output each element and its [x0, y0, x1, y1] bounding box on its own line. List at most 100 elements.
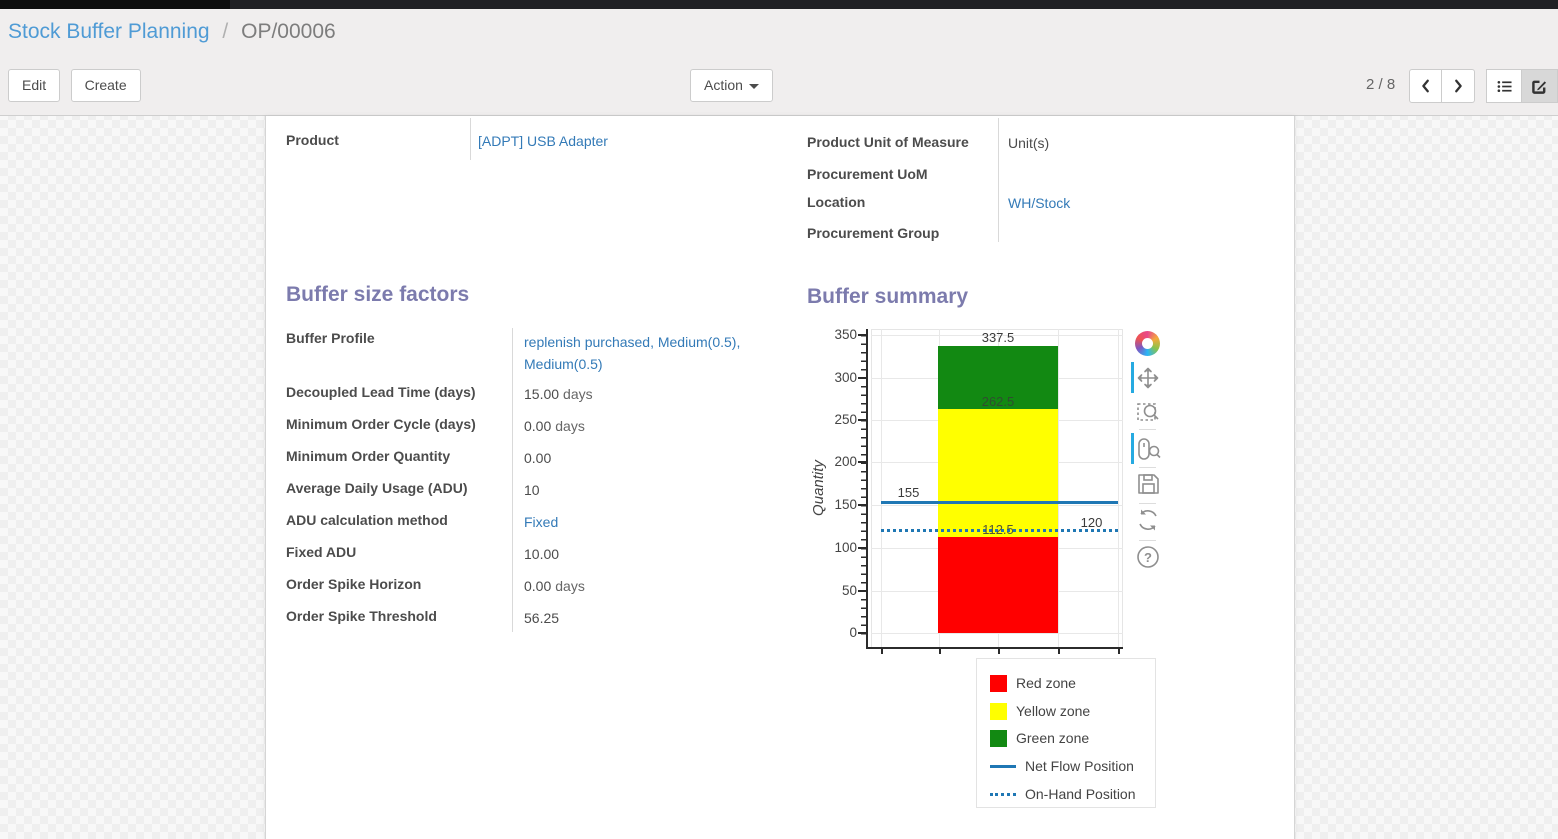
min-order-cycle-value: 0.00 days — [524, 418, 585, 434]
bokeh-logo-icon[interactable] — [1135, 331, 1160, 356]
y-major-tick — [858, 334, 866, 336]
decoupled-lead-time-suffix: days — [563, 386, 593, 402]
action-dropdown-button[interactable]: Action — [690, 69, 773, 102]
product-link[interactable]: [ADPT] USB Adapter — [478, 133, 608, 149]
order-spike-threshold-value: 56.25 — [524, 610, 560, 626]
y-tick-150: 150 — [834, 497, 857, 512]
adu-value: 10 — [524, 482, 540, 498]
y-major-tick — [858, 377, 866, 379]
h-gridline — [871, 335, 1123, 336]
y-axis-line — [866, 329, 868, 649]
wheel-zoom-tool-button[interactable] — [1135, 436, 1161, 462]
pager-next-button[interactable] — [1442, 69, 1475, 103]
view-switcher — [1486, 69, 1558, 103]
h-gridline — [871, 633, 1123, 634]
wheel-zoom-icon — [1138, 438, 1161, 460]
form-sheet: My Company Product [ADPT] USB Adapter Pr… — [265, 116, 1295, 839]
order-spike-horizon-number: 0.00 — [524, 578, 552, 594]
reset-tool-button[interactable] — [1135, 507, 1161, 533]
y-major-tick — [858, 547, 866, 549]
y-major-tick — [858, 461, 866, 463]
breadcrumb-parent-link[interactable]: Stock Buffer Planning — [8, 20, 210, 43]
buffer-size-factors-title: Buffer size factors — [286, 283, 470, 306]
y-tick-100: 100 — [834, 540, 857, 555]
toolbar-separator — [1139, 503, 1156, 504]
legend-item-red-zone: Red zone — [990, 673, 1076, 693]
min-order-cycle-label: Minimum Order Cycle (days) — [286, 416, 476, 432]
chart-y-axis-label: Quantity — [810, 460, 827, 516]
on-hand-position-line — [881, 529, 1118, 532]
y-tick-200: 200 — [834, 454, 857, 469]
help-tool-button[interactable]: ? — [1135, 544, 1161, 570]
top-of-green-label: 337.5 — [981, 330, 1015, 345]
chevron-left-icon — [1421, 79, 1429, 93]
help-icon: ? — [1137, 546, 1159, 568]
location-field-label: Location — [807, 194, 866, 210]
breadcrumb-separator: / — [222, 20, 229, 43]
net-flow-position-line — [881, 501, 1118, 504]
buffer-profile-link[interactable]: replenish purchased, Medium(0.5), Medium… — [524, 334, 741, 372]
legend-label: Yellow zone — [1016, 703, 1091, 719]
box-zoom-tool-button[interactable] — [1135, 398, 1161, 424]
pager-previous-button[interactable] — [1409, 69, 1442, 103]
toolbar-separator — [1139, 540, 1156, 541]
adu-method-value: Fixed — [524, 514, 558, 530]
red-zone-bar — [938, 537, 1058, 633]
net-flow-line-swatch — [990, 764, 1016, 768]
x-tick — [1118, 649, 1120, 654]
legend-label: Red zone — [1016, 675, 1076, 691]
svg-text:?: ? — [1144, 550, 1152, 565]
field-column-separator — [998, 118, 999, 242]
list-icon — [1497, 80, 1512, 92]
top-navbar-menu-segment — [0, 0, 230, 9]
form-view-button[interactable] — [1522, 69, 1558, 103]
action-dropdown-label: Action — [704, 77, 743, 93]
legend-item-net-flow: Net Flow Position — [990, 756, 1134, 776]
min-order-cycle-number: 0.00 — [524, 418, 552, 434]
order-spike-horizon-suffix: days — [555, 578, 585, 594]
legend-item-on-hand: On-Hand Position — [990, 784, 1136, 804]
y-major-tick — [858, 504, 866, 506]
fixed-adu-label: Fixed ADU — [286, 544, 357, 560]
save-tool-button[interactable] — [1135, 471, 1161, 497]
pan-tool-button[interactable] — [1135, 365, 1161, 391]
box-zoom-icon — [1137, 403, 1159, 421]
min-order-qty-value: 0.00 — [524, 450, 552, 466]
fixed-adu-value: 10.00 — [524, 546, 560, 562]
y-tick-350: 350 — [834, 327, 857, 342]
breadcrumb: Stock Buffer Planning / OP/00006 — [8, 20, 336, 44]
toolbar-separator — [1139, 429, 1156, 430]
v-gridline — [1058, 329, 1059, 648]
top-navbar — [0, 0, 1558, 9]
caret-down-icon — [748, 83, 759, 89]
form-buttons: Edit Create — [8, 69, 147, 102]
y-major-tick — [858, 632, 866, 634]
y-axis-minor-ticks — [861, 335, 866, 635]
uom-field-label: Product Unit of Measure — [807, 134, 969, 150]
top-of-yellow-label: 262.5 — [981, 394, 1015, 409]
create-button[interactable]: Create — [70, 69, 141, 102]
x-tick — [1058, 649, 1060, 654]
y-tick-250: 250 — [834, 412, 857, 427]
adu-method-link[interactable]: Fixed — [524, 514, 559, 530]
green-zone-bar — [938, 346, 1058, 409]
edit-button[interactable]: Edit — [8, 69, 61, 102]
min-order-cycle-suffix: days — [555, 418, 585, 434]
reset-icon — [1139, 509, 1157, 531]
toolbar-separator — [1139, 467, 1156, 468]
order-spike-threshold-label: Order Spike Threshold — [286, 608, 437, 624]
procurement-group-field-label: Procurement Group — [807, 225, 940, 241]
save-icon — [1138, 474, 1159, 494]
v-gridline — [881, 329, 882, 648]
legend-label: Net Flow Position — [1025, 758, 1134, 774]
v-gridline — [1118, 329, 1119, 648]
x-tick — [939, 649, 941, 654]
y-tick-0: 0 — [849, 625, 857, 640]
location-link[interactable]: WH/Stock — [1008, 195, 1071, 211]
order-spike-horizon-value: 0.00 days — [524, 578, 585, 594]
chart-legend: Red zone Yellow zone Green zone Net Flow… — [976, 658, 1156, 808]
product-field-value: [ADPT] USB Adapter — [478, 133, 608, 149]
list-view-button[interactable] — [1486, 69, 1522, 103]
adu-label: Average Daily Usage (ADU) — [286, 480, 468, 496]
buffer-profile-label: Buffer Profile — [286, 330, 375, 346]
